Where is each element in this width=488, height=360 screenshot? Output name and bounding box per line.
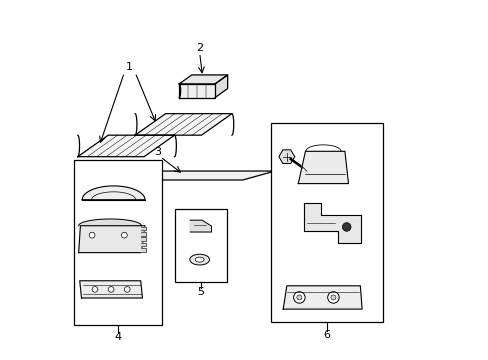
Polygon shape [179,75,227,84]
Text: 5: 5 [197,287,204,297]
Bar [271,123,382,321]
Polygon shape [79,226,144,253]
Polygon shape [141,248,145,252]
Polygon shape [141,226,145,230]
Polygon shape [78,135,174,157]
Bar [174,209,226,282]
Polygon shape [79,219,141,226]
Text: 6: 6 [323,330,330,340]
Polygon shape [80,281,142,298]
Text: 2: 2 [196,43,203,53]
Circle shape [121,232,127,238]
Polygon shape [283,286,362,309]
Polygon shape [190,220,211,232]
Polygon shape [278,150,294,163]
Polygon shape [303,203,360,243]
Circle shape [124,287,130,292]
Circle shape [108,287,114,292]
Polygon shape [141,243,145,247]
Circle shape [293,292,305,303]
Text: 3: 3 [154,147,161,157]
Polygon shape [135,114,231,135]
Polygon shape [298,151,348,184]
Circle shape [330,295,335,300]
Ellipse shape [189,254,209,265]
Circle shape [342,223,350,231]
Polygon shape [179,84,215,98]
Circle shape [327,292,339,303]
Circle shape [89,232,95,238]
Circle shape [92,287,98,292]
Bar [74,160,162,325]
Ellipse shape [195,257,203,262]
Text: 4: 4 [115,332,122,342]
Polygon shape [141,232,145,236]
Text: 1: 1 [126,62,133,72]
Polygon shape [141,237,145,241]
Polygon shape [121,171,274,180]
Polygon shape [82,186,144,200]
Polygon shape [215,75,227,98]
Circle shape [296,295,301,300]
